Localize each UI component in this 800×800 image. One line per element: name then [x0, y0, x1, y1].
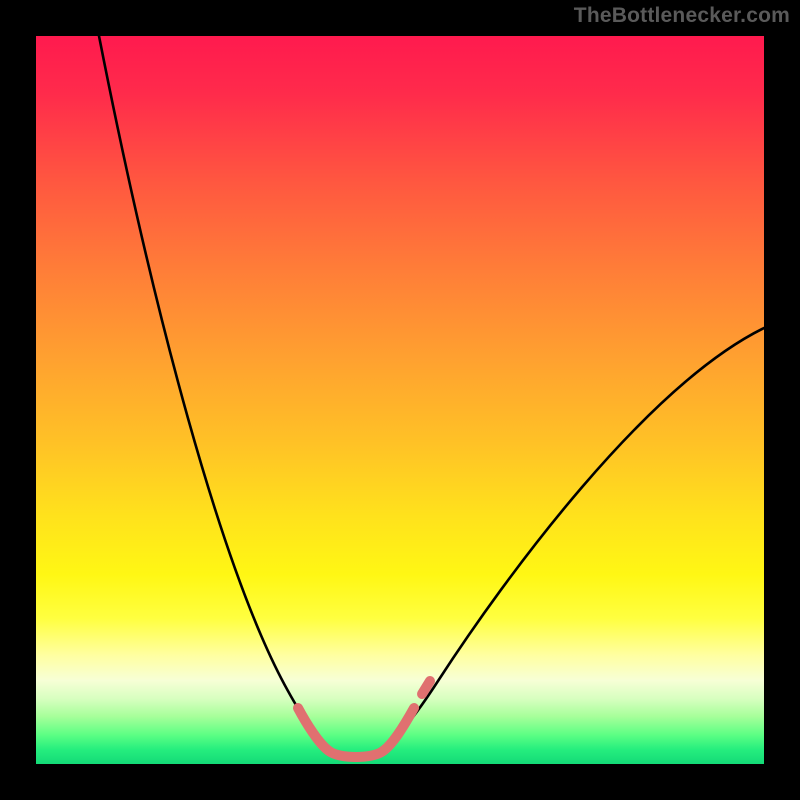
watermark-text: TheBottlenecker.com	[574, 4, 790, 28]
plot-area	[36, 36, 764, 764]
outer-frame: TheBottlenecker.com	[0, 0, 800, 800]
gradient-bg	[36, 36, 764, 764]
chart-svg	[36, 36, 764, 764]
highlight-right-dot	[422, 681, 430, 694]
